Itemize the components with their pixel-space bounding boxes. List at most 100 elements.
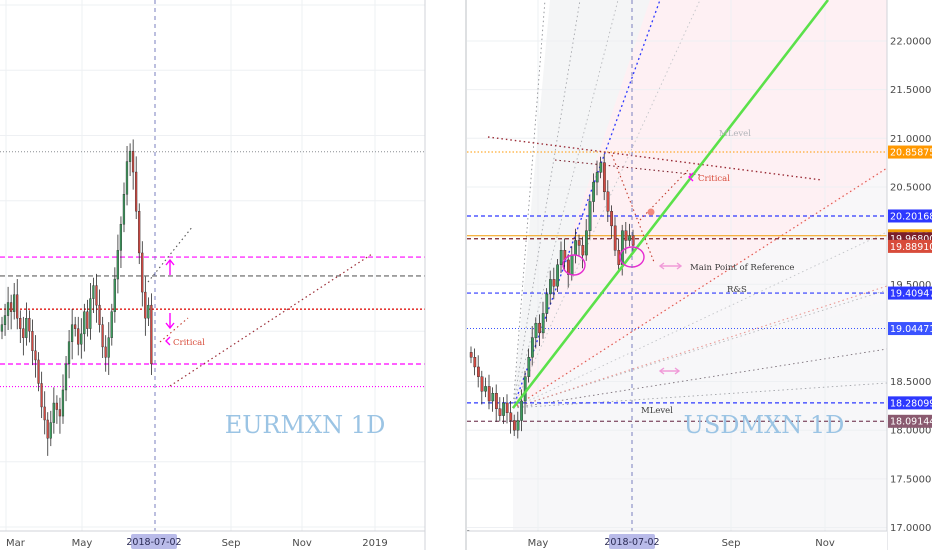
- usdmxn-candle[interactable]: [581, 236, 585, 269]
- eurmxn-candle[interactable]: [46, 412, 49, 456]
- eurmxn-candle[interactable]: [80, 318, 83, 359]
- eurmxn-candle[interactable]: [19, 310, 22, 343]
- usdmxn-candle[interactable]: [559, 241, 563, 274]
- eurmxn-candle[interactable]: [98, 289, 101, 333]
- usdmxn-candle[interactable]: [538, 314, 542, 347]
- eurmxn-candle[interactable]: [125, 145, 129, 206]
- usdmxn-fan-lines[interactable]: [512, 0, 888, 409]
- usdmxn-candle[interactable]: [556, 258, 560, 293]
- usdmxn-candle[interactable]: [567, 254, 570, 288]
- eurmxn-candle[interactable]: [83, 303, 86, 352]
- usdmxn-candle[interactable]: [592, 173, 596, 213]
- usdmxn-candle[interactable]: [552, 267, 556, 300]
- eurmxn-candle[interactable]: [89, 282, 92, 340]
- eurmxn-candle[interactable]: [113, 267, 116, 323]
- usdmxn-candle[interactable]: [505, 394, 509, 424]
- eurmxn-candle[interactable]: [9, 294, 13, 330]
- usdmxn-candle[interactable]: [527, 348, 531, 383]
- eurmxn-candle[interactable]: [34, 335, 37, 378]
- usdmxn-candle[interactable]: [610, 205, 614, 240]
- usdmxn-candle[interactable]: [513, 414, 516, 437]
- eurmxn-candle[interactable]: [3, 303, 7, 336]
- eurmxn-candle[interactable]: [110, 303, 113, 346]
- usdmxn-candle[interactable]: [577, 234, 581, 257]
- eurmxn-candle[interactable]: [107, 322, 110, 375]
- eurmxn-upper-channel[interactable]: [147, 225, 194, 283]
- usdmxn-highlight-ellipse-1[interactable]: [562, 254, 586, 276]
- eurmxn-candle[interactable]: [70, 309, 74, 360]
- eurmxn-candle[interactable]: [116, 234, 119, 294]
- eurmxn-time-axis[interactable]: Mar May Sep Nov 2019: [6, 538, 388, 549]
- eurmxn-candle[interactable]: [131, 139, 135, 190]
- usdmxn-blue-fan-line[interactable]: [512, 0, 661, 409]
- eurmxn-candle[interactable]: [101, 316, 104, 359]
- usdmxn-candle[interactable]: [480, 370, 484, 405]
- eurmxn-candle[interactable]: [0, 316, 4, 340]
- usdmxn-candle[interactable]: [477, 355, 480, 388]
- usdmxn-candle[interactable]: [534, 317, 538, 349]
- usdmxn-red-fan-line[interactable]: [512, 167, 888, 409]
- usdmxn-candle[interactable]: [484, 377, 487, 398]
- usdmxn-candle[interactable]: [595, 160, 599, 196]
- usdmxn-candle[interactable]: [487, 374, 491, 410]
- eurmxn-candle[interactable]: [73, 316, 77, 337]
- usdmxn-time-axis[interactable]: May Sep Nov: [528, 538, 835, 549]
- eurmxn-candle[interactable]: [77, 316, 80, 356]
- eurmxn-candle[interactable]: [31, 319, 34, 366]
- eurmxn-candle[interactable]: [28, 310, 31, 343]
- eurmxn-candle[interactable]: [67, 329, 71, 379]
- usdmxn-candle[interactable]: [588, 195, 592, 240]
- usdmxn-candle[interactable]: [549, 270, 552, 305]
- eurmxn-candle[interactable]: [37, 352, 40, 392]
- usdmxn-candle[interactable]: [606, 180, 610, 222]
- usdmxn-candle[interactable]: [498, 397, 502, 422]
- eurmxn-candle[interactable]: [55, 395, 58, 424]
- eurmxn-lower-channel[interactable]: [159, 317, 189, 343]
- usdmxn-candle[interactable]: [473, 348, 477, 376]
- eurmxn-candle[interactable]: [147, 297, 150, 327]
- usdmxn-price-tag: [888, 145, 932, 159]
- eurmxn-candle[interactable]: [61, 374, 65, 424]
- eurmxn-candle[interactable]: [128, 143, 132, 176]
- eurmxn-candle[interactable]: [49, 410, 52, 447]
- eurmxn-candle[interactable]: [64, 356, 68, 402]
- eurmxn-candle[interactable]: [138, 203, 141, 265]
- eurmxn-candle[interactable]: [16, 279, 19, 330]
- usdmxn-candle[interactable]: [531, 326, 534, 366]
- eurmxn-candle[interactable]: [43, 391, 46, 435]
- eurmxn-candle[interactable]: [150, 293, 153, 375]
- eurmxn-candle[interactable]: [58, 397, 62, 434]
- eurmxn-candle[interactable]: [52, 387, 55, 434]
- eurmxn-candle[interactable]: [6, 286, 10, 330]
- usdmxn-green-trendline[interactable]: [511, 0, 830, 409]
- usdmxn-candle[interactable]: [502, 397, 505, 424]
- usdmxn-candle[interactable]: [509, 401, 513, 434]
- usdmxn-candle[interactable]: [541, 301, 545, 339]
- eurmxn-candles[interactable]: [0, 139, 153, 456]
- usdmxn-price-axis[interactable]: 22.00000 21.50000 21.00000 20.50000 19.50000…: [890, 37, 932, 535]
- eurmxn-candle[interactable]: [122, 182, 126, 233]
- eurmxn-candle[interactable]: [86, 299, 89, 337]
- usdmxn-candle[interactable]: [603, 153, 606, 201]
- usdmxn-candle[interactable]: [545, 288, 549, 322]
- eurmxn-candle[interactable]: [22, 316, 25, 356]
- usdmxn-candles[interactable]: [469, 153, 635, 439]
- usdmxn-candle[interactable]: [491, 387, 495, 412]
- eurmxn-candle[interactable]: [95, 273, 98, 323]
- eurmxn-candle[interactable]: [40, 371, 43, 419]
- usdmxn-candle[interactable]: [613, 217, 617, 257]
- usdmxn-candle[interactable]: [599, 156, 603, 179]
- eurmxn-candle[interactable]: [144, 276, 147, 336]
- eurmxn-candle[interactable]: [134, 156, 138, 220]
- eurmxn-candle[interactable]: [141, 241, 144, 307]
- usdmxn-candle[interactable]: [495, 384, 498, 422]
- eurmxn-candle[interactable]: [25, 302, 28, 346]
- usdmxn-candle[interactable]: [585, 219, 588, 261]
- eurmxn-candle[interactable]: [119, 216, 122, 268]
- eurmxn-candle[interactable]: [92, 277, 95, 313]
- eurmxn-candle[interactable]: [104, 335, 107, 372]
- usdmxn-candle[interactable]: [516, 411, 520, 439]
- usdmxn-candle[interactable]: [628, 223, 632, 247]
- usdmxn-candle[interactable]: [469, 346, 473, 364]
- eurmxn-candle[interactable]: [12, 282, 16, 320]
